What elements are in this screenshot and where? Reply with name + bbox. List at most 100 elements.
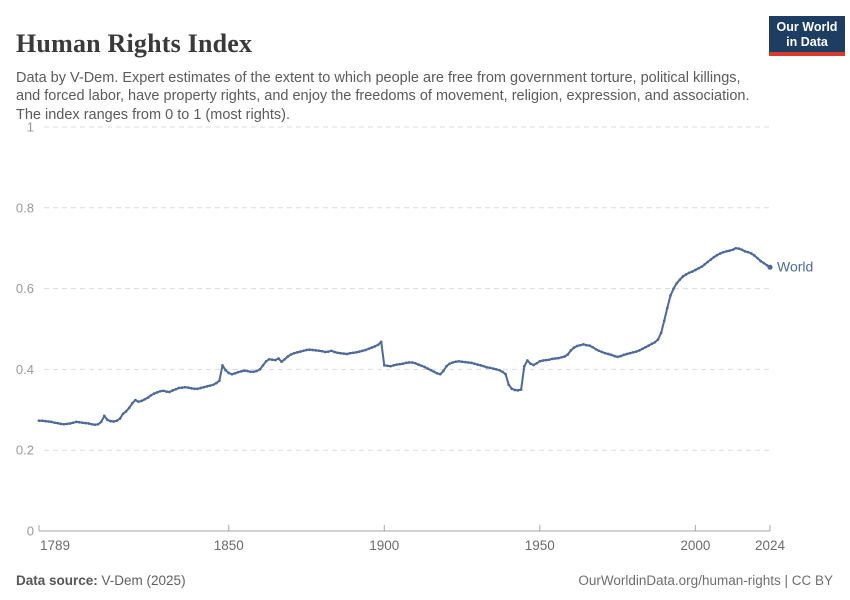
data-point-marker <box>43 419 47 423</box>
data-point-marker <box>507 383 511 387</box>
data-point-marker <box>345 352 349 356</box>
data-point-marker <box>647 344 651 347</box>
data-point-marker <box>152 392 156 395</box>
data-point-marker <box>202 385 206 389</box>
data-point-marker <box>725 250 728 253</box>
data-point-marker <box>665 306 669 310</box>
data-point-marker <box>96 422 100 426</box>
data-point-marker <box>498 368 501 372</box>
data-point-marker <box>734 246 738 250</box>
data-point-marker <box>535 361 539 365</box>
data-point-marker <box>252 370 255 374</box>
data-point-marker <box>684 273 688 276</box>
data-point-marker <box>37 419 41 423</box>
data-point-marker <box>286 355 290 358</box>
data-point-marker <box>246 369 249 373</box>
data-point-marker <box>501 370 504 374</box>
data-point-marker <box>392 364 395 367</box>
data-point-marker <box>227 371 231 375</box>
data-point-marker <box>417 363 420 366</box>
data-point-marker <box>470 361 473 365</box>
data-point-marker <box>258 368 262 371</box>
data-point-marker <box>65 422 69 426</box>
data-point-marker <box>653 340 657 344</box>
data-point-marker <box>358 350 361 353</box>
data-point-marker <box>547 358 551 362</box>
data-point-marker <box>130 401 134 405</box>
data-point-marker <box>616 355 619 359</box>
data-point-marker <box>74 420 78 424</box>
data-point-marker <box>591 345 595 349</box>
data-point-marker <box>326 350 330 353</box>
data-point-marker <box>681 275 685 278</box>
data-point-marker <box>529 362 532 366</box>
data-point-marker <box>588 344 591 347</box>
data-point-marker <box>56 421 60 425</box>
data-point-marker <box>292 351 296 355</box>
data-point-marker <box>625 352 629 356</box>
data-point-marker <box>550 357 554 361</box>
y-axis-tick-label: 0.4 <box>16 362 34 377</box>
data-point-marker <box>267 357 271 361</box>
owid-logo[interactable]: Our World in Data <box>769 16 845 56</box>
data-point-marker <box>348 351 352 355</box>
data-point-marker <box>566 353 570 356</box>
page-title: Human Rights Index <box>16 29 253 59</box>
data-point-marker <box>442 369 445 373</box>
data-point-marker <box>199 386 203 390</box>
data-point-marker <box>298 350 302 353</box>
data-point-marker <box>690 270 694 273</box>
data-point-marker <box>382 364 386 367</box>
data-point-marker <box>712 255 716 259</box>
data-point-marker <box>687 271 691 275</box>
data-point-marker <box>354 351 358 354</box>
data-point-marker <box>476 363 479 366</box>
data-point-marker <box>90 422 94 426</box>
data-point-marker <box>753 254 756 257</box>
data-point-marker <box>432 370 436 374</box>
data-point-marker <box>715 253 719 257</box>
data-point-marker <box>659 331 663 335</box>
data-point-marker <box>743 250 747 253</box>
data-point-marker <box>513 388 517 392</box>
data-point-marker <box>68 422 72 425</box>
data-point-marker <box>99 420 103 424</box>
data-point-marker <box>308 348 311 351</box>
data-point-marker <box>429 368 433 372</box>
data-point-marker <box>283 357 287 361</box>
data-point-marker <box>423 365 427 369</box>
data-point-marker <box>634 350 638 353</box>
data-point-marker <box>398 362 402 366</box>
data-point-marker <box>370 346 374 349</box>
data-point-marker <box>700 265 703 269</box>
data-point-marker <box>731 248 735 252</box>
data-point-marker <box>491 367 495 370</box>
data-point-marker <box>488 366 492 370</box>
data-point-marker <box>295 351 299 354</box>
data-point-marker <box>563 355 567 358</box>
data-point-marker <box>46 420 50 423</box>
data-point-marker <box>749 252 753 255</box>
data-point-marker <box>168 390 171 394</box>
x-axis-tick-label: 1789 <box>40 538 70 553</box>
data-point-marker <box>482 364 486 368</box>
owid-credit-link[interactable]: OurWorldinData.org/human-rights | CC BY <box>578 573 833 588</box>
data-point-marker <box>504 372 507 376</box>
data-point-marker <box>519 388 523 391</box>
data-point-marker <box>50 420 53 424</box>
x-axis-tick-label: 2000 <box>680 538 710 553</box>
data-point-marker <box>333 350 336 354</box>
data-point-marker <box>407 361 411 364</box>
data-point-marker <box>404 361 408 365</box>
data-point-marker <box>121 412 125 416</box>
data-point-marker <box>544 358 548 362</box>
data-point-marker <box>317 349 321 353</box>
data-point-marker <box>330 349 333 353</box>
x-axis-tick-label: 1950 <box>525 538 555 553</box>
data-point-marker <box>180 386 184 389</box>
data-point-marker <box>351 351 355 355</box>
data-point-marker <box>339 351 343 355</box>
data-point-marker <box>541 359 545 362</box>
series-end-label[interactable]: World <box>777 259 813 275</box>
data-point-marker <box>224 368 227 372</box>
